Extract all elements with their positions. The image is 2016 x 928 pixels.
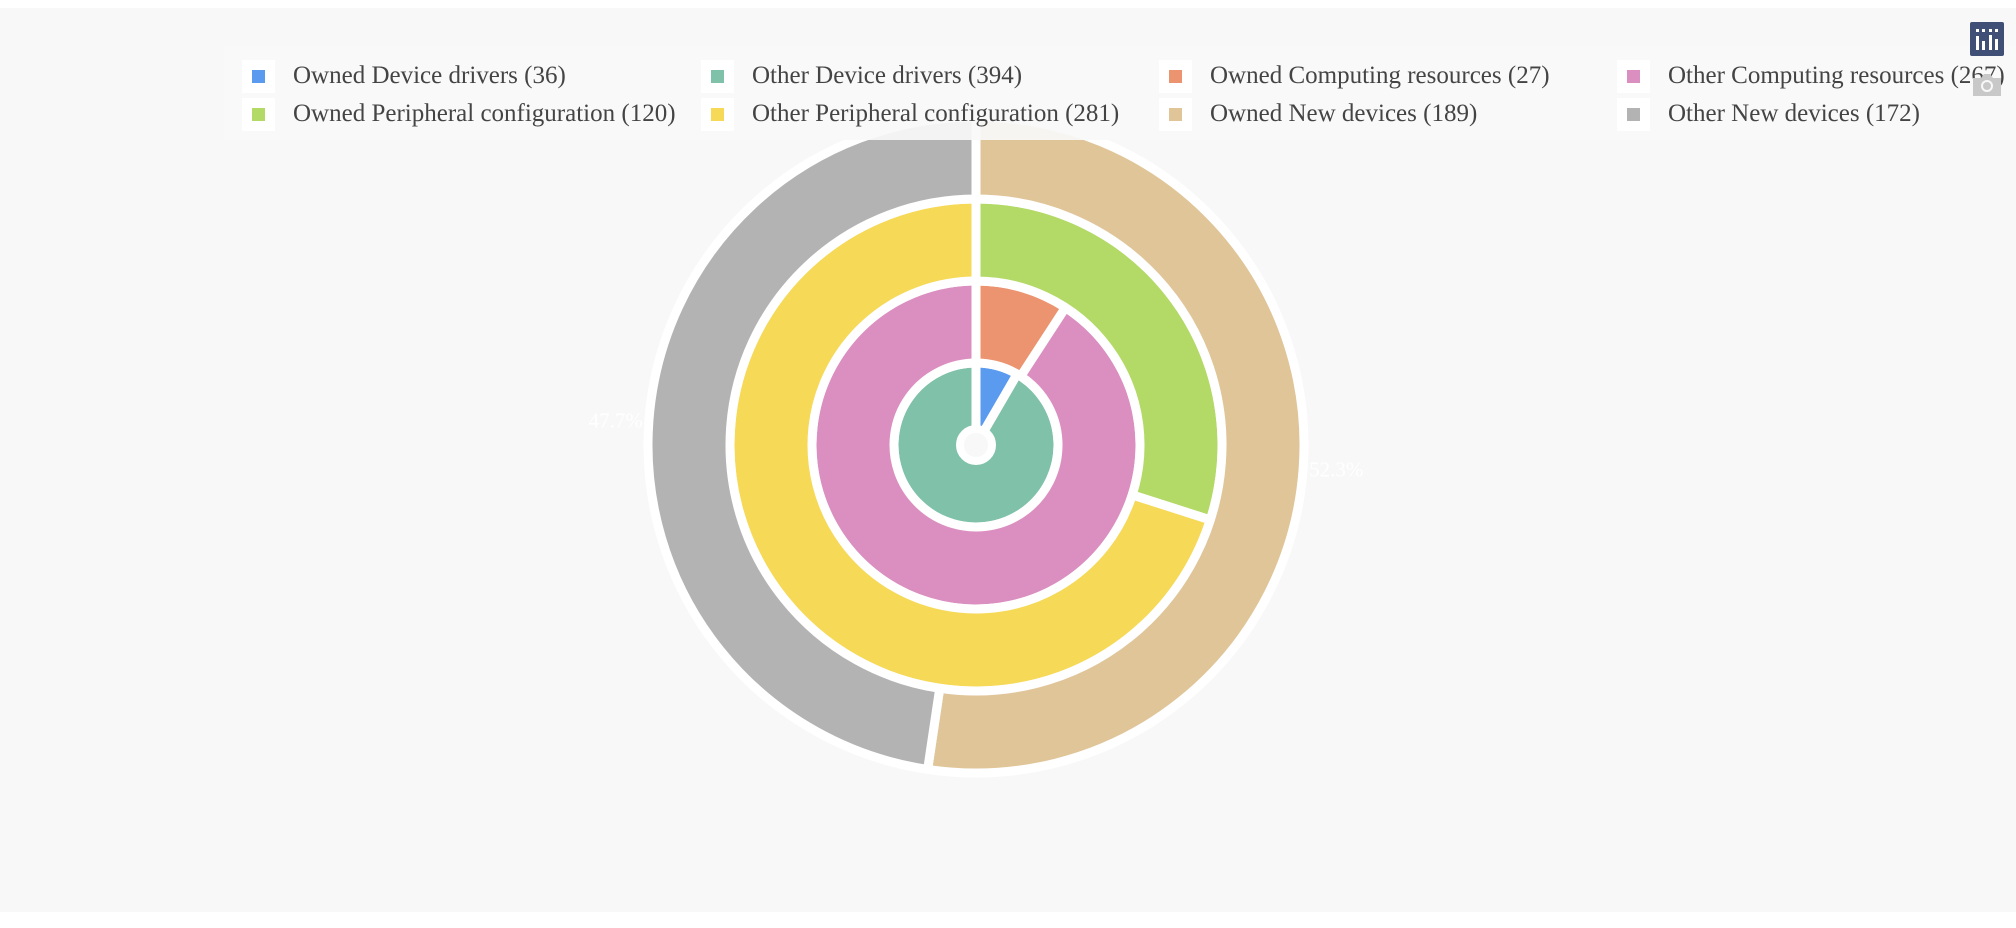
legend-swatch (252, 69, 265, 83)
legend-item-owned-peripheral-configuration[interactable]: Owned Peripheral configuration (120) (224, 99, 676, 129)
legend-label: Owned Device drivers (36) (293, 62, 566, 89)
legend-item-other-computing-resources[interactable]: Other Computing resources (267) (1599, 61, 2005, 91)
legend-item-owned-computing-resources[interactable]: Owned Computing resources (27) (1141, 61, 1550, 91)
chart-toolbar (1964, 16, 2004, 116)
chart-container: 52.3% 47.7% Owned Device drivers (36) Oth… (0, 8, 2016, 912)
legend-label: Other Peripheral configuration (281) (752, 100, 1120, 127)
legend-label: Other New devices (172) (1668, 100, 1920, 127)
percent-label-other-new-devices: 47.7% (589, 408, 643, 432)
legend-label: Other Device drivers (394) (752, 62, 1023, 89)
camera-icon[interactable] (1970, 68, 2004, 102)
legend-swatch (1627, 107, 1640, 121)
legend-swatch (1169, 107, 1182, 121)
chart-center-hub (956, 425, 996, 465)
bar-chart-icon[interactable] (1970, 22, 2004, 56)
legend-swatch (711, 69, 724, 83)
legend-item-owned-new-devices[interactable]: Owned New devices (189) (1141, 99, 1477, 129)
legend-swatch (1169, 69, 1182, 83)
legend-label: Owned Peripheral configuration (120) (293, 100, 676, 127)
legend-swatch (711, 107, 724, 121)
legend: Owned Device drivers (36) Other Device d… (224, 46, 2016, 140)
ring-segment-owned-new-devices[interactable] (923, 112, 1309, 778)
legend-item-other-new-devices[interactable]: Other New devices (172) (1599, 99, 1920, 129)
percent-label-owned-new-devices: 52.3% (1309, 458, 1363, 482)
sunburst-chart: 52.3% 47.7% (589, 112, 1363, 778)
legend-label: Owned New devices (189) (1210, 100, 1478, 127)
legend-label: Owned Computing resources (27) (1210, 62, 1550, 89)
legend-swatch (252, 107, 265, 121)
legend-swatch (1627, 69, 1640, 83)
legend-item-other-peripheral-configuration[interactable]: Other Peripheral configuration (281) (683, 99, 1119, 129)
legend-item-owned-device-drivers[interactable]: Owned Device drivers (36) (224, 61, 566, 91)
legend-label: Other Computing resources (267) (1668, 62, 2005, 89)
legend-item-other-device-drivers[interactable]: Other Device drivers (394) (683, 61, 1022, 91)
